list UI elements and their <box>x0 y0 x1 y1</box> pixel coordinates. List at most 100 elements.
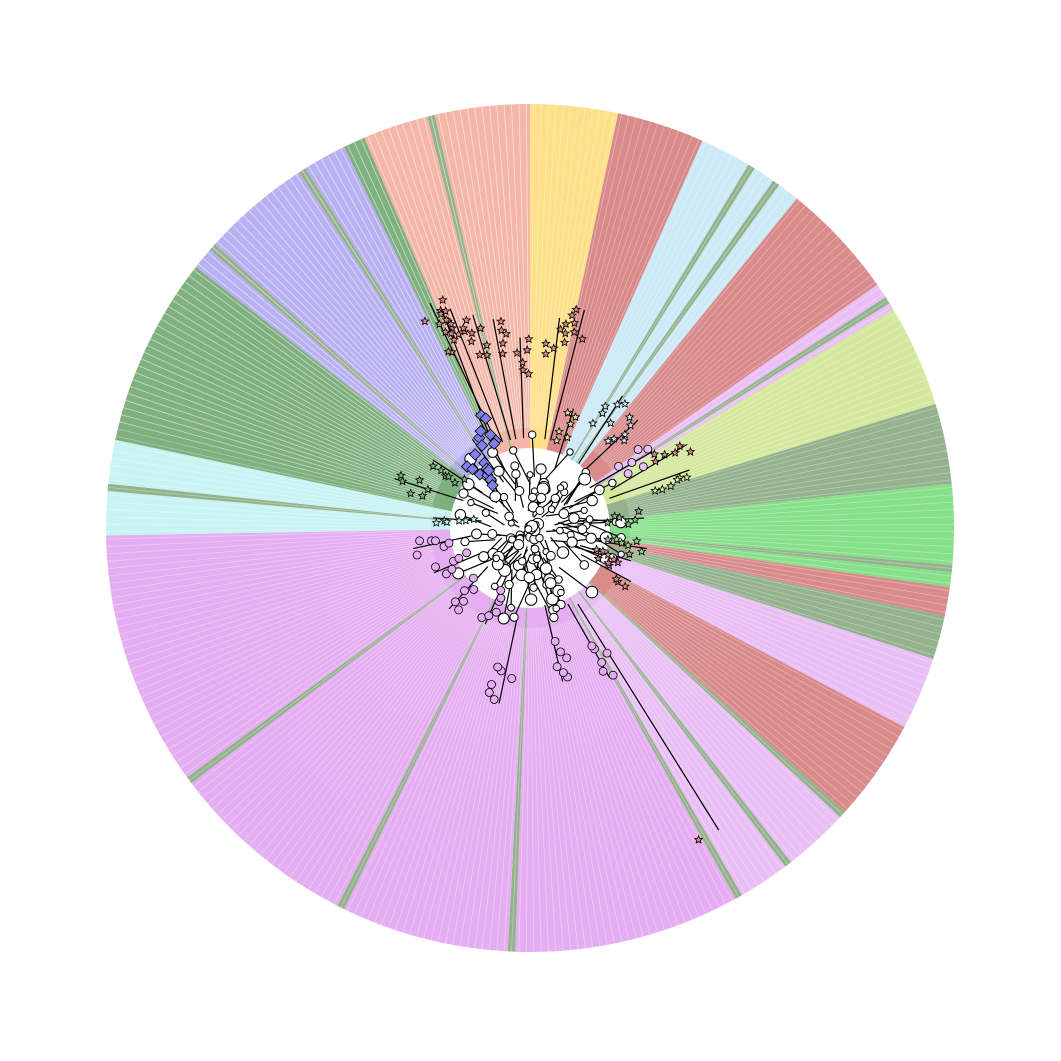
leaf-star-marker <box>659 449 670 459</box>
leaf-line <box>138 365 438 491</box>
leaf-line <box>360 139 491 437</box>
internal-node <box>458 488 469 499</box>
leaf-line <box>207 252 455 464</box>
leaf-circle-marker <box>415 536 425 546</box>
leaf-line <box>547 111 608 430</box>
tree-branch <box>463 492 494 510</box>
leaf-line <box>561 622 665 931</box>
leaf-line <box>466 626 516 948</box>
leaf-line <box>628 450 947 511</box>
leaf-line <box>353 618 489 914</box>
leaf-line <box>259 200 467 452</box>
tree-branch <box>568 489 600 510</box>
leaf-line <box>603 595 843 815</box>
internal-node <box>547 505 556 514</box>
internal-node <box>585 585 599 599</box>
leaf-line <box>437 114 509 431</box>
leaf-line <box>295 174 476 445</box>
leaf-line <box>340 148 486 439</box>
leaf-line <box>123 407 435 500</box>
leaf-line <box>243 215 463 455</box>
leaf-line <box>542 107 586 429</box>
leaf-line <box>511 104 526 429</box>
leaf-line <box>445 112 511 431</box>
leaf-line <box>381 621 496 926</box>
leaf-line <box>627 549 944 621</box>
leaf-star-marker <box>685 446 696 456</box>
leaf-line <box>624 561 930 670</box>
leaf-line <box>217 241 457 461</box>
leaf-line <box>135 372 438 492</box>
leaf-circle-marker <box>454 605 464 615</box>
tree-branch <box>541 451 571 483</box>
leaf-line <box>620 351 916 487</box>
leaf-line <box>615 306 892 477</box>
leaf-star-marker <box>405 488 416 498</box>
leaf-star-marker <box>624 549 635 559</box>
internal-node <box>539 562 553 575</box>
leaf-star-marker <box>569 317 580 328</box>
leaf-line <box>333 151 485 440</box>
leaf-line <box>388 128 497 434</box>
leaf-line <box>109 540 431 584</box>
leaf-star-marker <box>498 338 508 348</box>
leaf-line <box>127 393 436 497</box>
clade-sector-pink <box>344 528 530 952</box>
leaf-star-marker <box>466 336 477 346</box>
clade-sector-lightblue <box>530 140 749 528</box>
leaf-diamond-marker <box>473 468 487 481</box>
leaf-line <box>164 578 445 744</box>
leaf-line <box>549 625 615 944</box>
leaf-line <box>227 597 459 826</box>
leaf-line <box>207 592 455 804</box>
leaf-diamond-marker <box>474 424 488 438</box>
leaf-line <box>202 257 454 465</box>
clade-sector-teal <box>106 491 531 536</box>
leaf-line <box>629 472 951 516</box>
leaf-circle-marker <box>447 564 457 574</box>
leaf-line <box>125 400 435 499</box>
leaf-line <box>615 578 896 744</box>
leaf-circle-marker <box>643 444 653 454</box>
leaf-line <box>138 365 438 491</box>
leaf-line <box>277 608 471 870</box>
leaf-line <box>188 275 450 469</box>
leaf-line <box>107 537 431 569</box>
leaf-line <box>629 494 953 521</box>
leaf-line <box>629 479 952 518</box>
leaf-line <box>598 220 823 456</box>
leaf-circle-marker <box>430 536 440 546</box>
leaf-star-marker <box>650 456 661 466</box>
leaf-line <box>481 106 520 429</box>
leaf-line <box>423 624 506 939</box>
leaf-line <box>197 263 452 467</box>
leaf-line <box>452 626 513 945</box>
leaf-line <box>583 170 759 444</box>
leaf-line <box>138 565 438 691</box>
leaf-line <box>327 615 483 901</box>
leaf-star-marker <box>600 401 611 411</box>
clade-sector-violet <box>214 172 530 528</box>
leaf-line <box>518 627 528 952</box>
leaf-line <box>283 609 473 874</box>
leaf-line <box>184 585 449 775</box>
leaf-line <box>620 570 913 711</box>
leaf-circle-marker <box>614 461 623 471</box>
leaf-line <box>127 559 436 663</box>
leaf-star-marker <box>417 490 428 501</box>
leaf-star-marker <box>458 323 469 333</box>
leaf-line <box>603 241 843 461</box>
leaf-line <box>243 215 463 455</box>
leaf-line <box>327 155 483 441</box>
leaf-line <box>577 155 733 441</box>
leaf-star-marker <box>562 407 573 417</box>
leaf-line <box>445 625 511 944</box>
tree-branch <box>563 541 585 566</box>
leaf-line <box>571 618 707 914</box>
leaf-line <box>193 269 451 468</box>
leaf-circle-marker <box>496 586 506 595</box>
clade-sector-darkred <box>530 528 905 812</box>
leaf-line <box>168 306 445 477</box>
leaf-line <box>232 599 461 831</box>
leaf-line <box>402 123 501 433</box>
